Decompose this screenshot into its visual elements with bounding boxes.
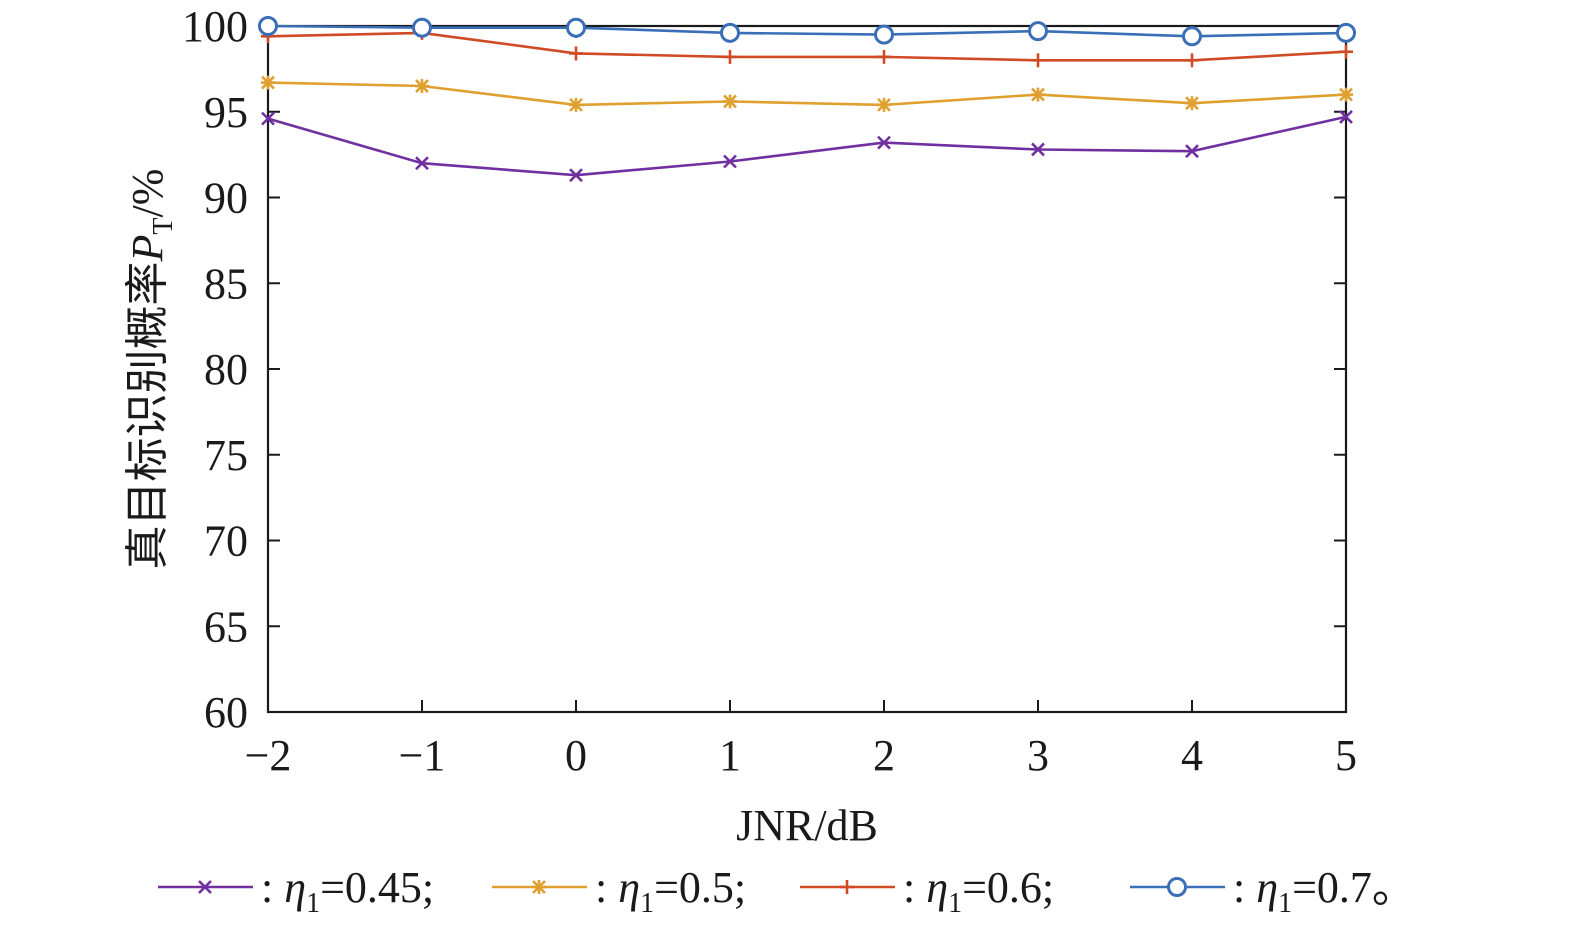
legend-marker	[840, 880, 854, 894]
data-point	[415, 79, 429, 94]
y-tick-label: 65	[204, 602, 248, 651]
y-axis-title-symbol: P	[123, 235, 172, 263]
data-point	[261, 75, 275, 90]
axis-ticks: 60 65 70 75 80 85 90 95 100 −2 −1 0 1 2 3 4 5	[182, 2, 1357, 780]
legend-item: : η1=0.6;	[800, 863, 1054, 919]
x-tick-label: 5	[1335, 731, 1357, 780]
y-tick-label: 100	[182, 2, 248, 51]
data-point	[569, 168, 583, 183]
x-tick-label: −1	[399, 731, 446, 780]
legend-label: : η1=0.7。	[1233, 863, 1416, 919]
series-line	[267, 24, 1347, 38]
x-tick-label: 3	[1027, 731, 1049, 780]
data-point	[569, 97, 583, 112]
data-point	[1031, 142, 1045, 157]
legend-item: : η1=0.45;	[158, 863, 434, 919]
y-axis-title: 真目标识别概率PT/%	[123, 169, 179, 570]
series-line	[267, 31, 1347, 62]
data-point	[1031, 53, 1045, 68]
data-point	[412, 17, 432, 38]
series-4	[258, 16, 1356, 47]
data-point	[1339, 87, 1353, 102]
data-point	[874, 24, 894, 45]
data-point	[415, 156, 429, 171]
series-2	[261, 75, 1353, 112]
x-tick-label: 4	[1181, 731, 1203, 780]
data-point	[877, 97, 891, 112]
data-point	[569, 46, 583, 61]
legend-item: : η1=0.5;	[492, 863, 746, 919]
y-tick-label: 90	[204, 174, 248, 223]
series-line	[267, 81, 1347, 107]
legend-label: : η1=0.6;	[903, 863, 1054, 919]
data-point	[1339, 44, 1353, 59]
data-point	[1031, 87, 1045, 102]
y-axis-title-text: 真目标识别概率	[123, 261, 172, 569]
data-point	[723, 49, 737, 64]
data-point	[258, 16, 278, 36]
data-point	[723, 154, 737, 169]
y-tick-label: 80	[204, 345, 248, 394]
y-tick-label: 95	[204, 88, 248, 137]
y-tick-label: 60	[204, 688, 248, 737]
data-point	[1336, 22, 1356, 43]
legend-label: : η1=0.45;	[261, 863, 434, 919]
series-1	[261, 109, 1353, 183]
x-tick-label: 2	[873, 731, 895, 780]
legend-marker	[198, 880, 212, 894]
legend-item: : η1=0.7。	[1130, 863, 1416, 919]
plot-frame	[266, 24, 1348, 714]
data-point	[1185, 96, 1199, 111]
data-point	[877, 49, 891, 64]
legend-marker	[1167, 877, 1187, 897]
x-tick-label: 1	[719, 731, 741, 780]
legend-label: : η1=0.5;	[595, 863, 746, 919]
data-point	[261, 111, 275, 126]
data-point	[1182, 26, 1202, 47]
data-point	[1185, 144, 1199, 159]
y-tick-label: 70	[204, 517, 248, 566]
legend-marker	[532, 880, 546, 894]
data-point	[877, 135, 891, 150]
x-axis-title: JNR/dB	[736, 801, 878, 850]
data-point	[720, 22, 740, 43]
data-point	[723, 94, 737, 109]
data-point	[1028, 21, 1048, 42]
svg-text:真目标识别概率PT/%: 真目标识别概率PT/%	[123, 169, 179, 570]
y-axis-title-subscript: T	[148, 217, 179, 234]
y-tick-label: 85	[204, 259, 248, 308]
y-axis-title-unit: /%	[123, 169, 172, 218]
legend: : η1=0.45; : η1=0.5; : η1=0.6; : η1=0.7。	[158, 863, 1416, 919]
series-line	[267, 115, 1347, 177]
series-layer	[258, 16, 1356, 183]
data-point	[1339, 109, 1353, 124]
data-point	[1185, 53, 1199, 68]
data-point	[566, 17, 586, 38]
x-tick-label: −2	[245, 731, 292, 780]
x-tick-label: 0	[565, 731, 587, 780]
y-tick-label: 75	[204, 431, 248, 480]
